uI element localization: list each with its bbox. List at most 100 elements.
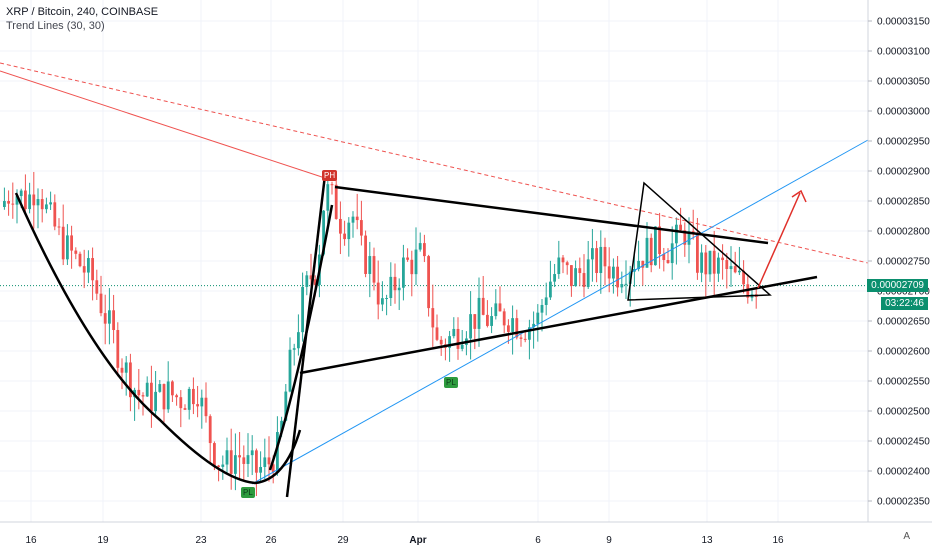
candle-body (675, 224, 678, 244)
candle-body (234, 455, 237, 474)
candle-body (511, 318, 514, 332)
triangle-lower-line (299, 275, 818, 375)
candle-body (654, 226, 657, 266)
candle-body (549, 281, 552, 298)
candle-body (696, 234, 699, 273)
candle-body (179, 397, 183, 409)
candle-body (473, 314, 477, 329)
projection-arrow-head (791, 189, 807, 203)
projection-arrow-line (757, 192, 801, 289)
price-tick-label: 0.00002400 (877, 467, 930, 478)
candle-body (53, 202, 57, 227)
candle-body (204, 397, 208, 417)
candle-body (599, 246, 603, 274)
candle-body (532, 323, 535, 328)
price-tick-label: 0.00002500 (877, 407, 930, 418)
candle-body (544, 297, 548, 305)
candle-body (431, 308, 435, 328)
candle-body (381, 298, 384, 305)
candle-body (192, 388, 195, 405)
candle-body (502, 311, 506, 326)
price-axis[interactable]: 0.00002350 0.00002400 0.00002450 0.00002500… (867, 0, 930, 522)
candle-body (586, 259, 590, 287)
candle-body (313, 279, 317, 285)
candle-body (620, 284, 624, 288)
candle-body (582, 273, 586, 287)
candle-body (267, 457, 271, 465)
candle-body (45, 204, 48, 210)
candle-body (717, 257, 720, 274)
candle-body (393, 276, 397, 291)
candle-body (196, 404, 199, 407)
candle-body (725, 260, 729, 270)
candle-body (402, 257, 405, 288)
pivot-low-badge: PL (241, 487, 255, 498)
candle-body (536, 312, 540, 324)
price-tick-label: 0.00003000 (877, 107, 930, 118)
candle-body (175, 395, 178, 398)
candle-body (733, 266, 737, 273)
price-tick-label: 0.00002650 (877, 317, 930, 328)
candle-body (662, 254, 666, 261)
candle-body (280, 420, 283, 433)
candle-body (124, 362, 128, 373)
candle-body (49, 202, 52, 205)
candle-body (271, 464, 275, 473)
trend-drawings (0, 62, 869, 498)
candle-body (687, 231, 691, 245)
candle-body (108, 310, 111, 324)
candle-body (481, 297, 485, 315)
candle-body (553, 274, 556, 282)
candle-body (637, 260, 640, 270)
candle-body (3, 201, 6, 207)
candle-body (574, 268, 577, 287)
candle-body (339, 218, 342, 234)
candle-body (24, 190, 27, 210)
candle-body (456, 328, 460, 349)
time-tick-label: 13 (701, 535, 713, 546)
candle-body (129, 362, 132, 398)
grid-lines (0, 0, 868, 522)
candle-body (355, 216, 359, 221)
candle-body (385, 298, 388, 300)
candle-body (91, 258, 94, 281)
candlestick-series (3, 171, 758, 497)
candle-body (112, 310, 115, 331)
candle-body (40, 199, 44, 210)
pennant-triangle (627, 181, 772, 301)
time-tick-label: 19 (97, 535, 109, 546)
pivot-high-badge: PH (322, 170, 338, 181)
candle-body (507, 325, 510, 332)
cup-curve (14, 192, 302, 485)
candle-body (616, 266, 619, 288)
candle-body (494, 303, 498, 317)
candle-body (99, 293, 103, 314)
time-tick-label: 29 (337, 535, 349, 546)
time-tick-label: Apr (409, 535, 426, 546)
candle-body (334, 184, 338, 219)
candle-body (624, 283, 628, 285)
auto-scale-button[interactable]: A (903, 531, 910, 542)
price-tick-label: 0.00002550 (877, 377, 930, 388)
candle-body (297, 332, 300, 349)
candle-body (276, 432, 279, 473)
candle-body (452, 328, 456, 337)
candle-body (645, 237, 649, 268)
candle-body (78, 253, 82, 267)
candle-body (36, 199, 40, 206)
candle-body (87, 258, 90, 273)
candle-body (116, 330, 120, 368)
descending-trendline-projection (0, 62, 869, 264)
candle-body (368, 256, 372, 274)
chart-title: XRP / Bitcoin, 240, COINBASE (6, 6, 159, 18)
candle-body (607, 266, 611, 279)
candle-body (591, 248, 594, 260)
price-tick-label: 0.00002950 (877, 137, 930, 148)
time-axis[interactable]: 16 19 23 26 29 Apr 6 9 13 16 (0, 521, 932, 546)
candle-body (343, 233, 346, 240)
candle-body (469, 314, 472, 339)
candle-body (486, 314, 489, 326)
candle-body (528, 327, 531, 340)
candle-body (712, 250, 716, 274)
